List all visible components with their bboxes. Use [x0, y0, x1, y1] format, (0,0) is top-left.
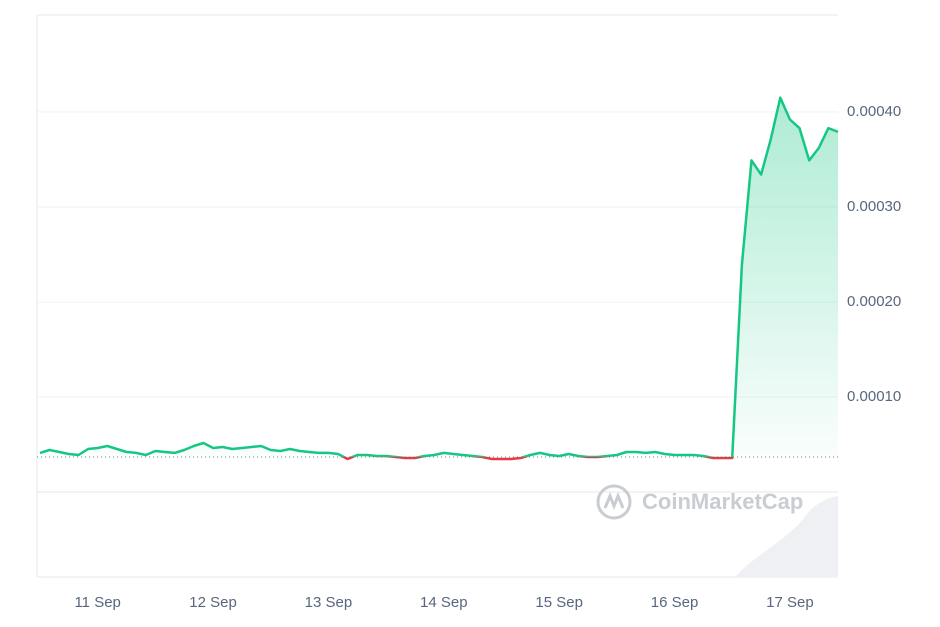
- x-tick-label: 15 Sep: [535, 594, 583, 611]
- y-tick-label: 0.00030: [847, 198, 901, 215]
- y-tick-label: 0.00010: [847, 388, 901, 405]
- x-tick-label: 16 Sep: [651, 594, 699, 611]
- watermark: CoinMarketCap: [642, 489, 803, 514]
- watermark-logo: [596, 484, 632, 520]
- x-tick-label: 14 Sep: [420, 594, 468, 611]
- y-tick-label: 0.00020: [847, 293, 901, 310]
- x-tick-label: 17 Sep: [766, 594, 814, 611]
- y-tick-label: 0.00040: [847, 103, 901, 120]
- volume-area: [735, 496, 838, 577]
- x-tick-label: 13 Sep: [305, 594, 353, 611]
- price-line: [39, 96, 839, 461]
- x-tick-label: 12 Sep: [189, 594, 237, 611]
- x-tick-label: 11 Sep: [74, 594, 120, 611]
- area: [40, 97, 838, 459]
